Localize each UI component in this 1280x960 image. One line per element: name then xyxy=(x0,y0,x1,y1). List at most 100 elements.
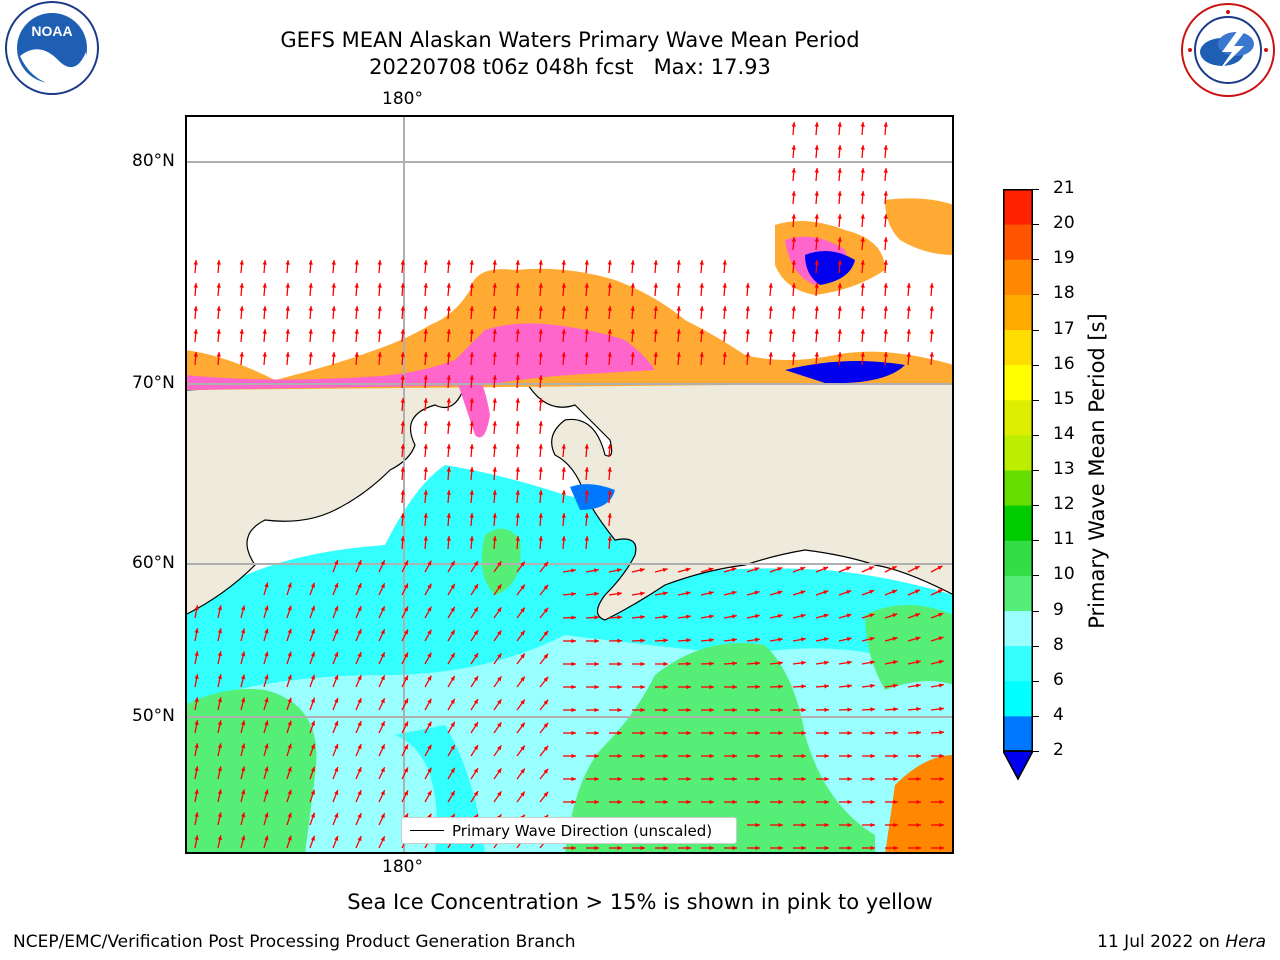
wave-arrow-head xyxy=(446,283,451,288)
wave-arrow-head xyxy=(939,753,944,759)
wave-arrow-head xyxy=(262,329,267,334)
wave-arrow-head xyxy=(446,490,451,495)
wave-arrow-head xyxy=(427,744,432,750)
wave-arrow-head xyxy=(264,697,269,703)
wave-arrow-head xyxy=(883,214,888,219)
wave-arrow-head xyxy=(380,767,385,773)
wave-arrow-head xyxy=(427,675,432,681)
wave-arrow-head xyxy=(331,329,336,334)
colorbar-tick-mark xyxy=(1033,189,1039,190)
wave-arrow-head xyxy=(778,637,783,642)
wave-arrow-head xyxy=(571,638,576,644)
wave-arrow-head xyxy=(492,490,497,495)
title-line-1: GEFS MEAN Alaskan Waters Primary Wave Me… xyxy=(280,28,860,52)
wave-arrow-head xyxy=(473,745,479,751)
blue-norton-sound xyxy=(570,484,615,510)
wave-arrow-head xyxy=(777,590,783,595)
wave-arrow-head xyxy=(423,536,428,541)
wave-arrow-head xyxy=(216,283,221,288)
wave-arrow-head xyxy=(285,260,290,265)
wave-arrow-head xyxy=(708,567,714,572)
wave-arrow-head xyxy=(699,283,704,288)
colorbar-tick-label: 12 xyxy=(1053,494,1075,515)
wave-arrow-head xyxy=(334,835,339,841)
wave-arrow-head xyxy=(334,789,339,795)
wave-arrow-head xyxy=(403,698,408,704)
wave-arrow-head xyxy=(400,536,405,541)
wave-arrow-head xyxy=(469,444,474,449)
wave-arrow-head xyxy=(469,306,474,311)
wave-arrow-head xyxy=(929,329,934,334)
wave-arrow-head xyxy=(264,835,269,841)
wave-arrow-head xyxy=(520,768,525,774)
wave-arrow-head xyxy=(892,660,898,665)
wave-arrow-head xyxy=(607,513,612,518)
wave-arrow-head xyxy=(617,753,622,759)
wave-arrow-head xyxy=(837,260,842,265)
wave-arrow-head xyxy=(538,467,543,472)
wave-arrow-head xyxy=(732,799,737,805)
colorbar xyxy=(1003,189,1033,781)
wave-arrow-head xyxy=(543,791,549,797)
wave-arrow-head xyxy=(310,651,315,657)
colorbar-segment xyxy=(1003,505,1033,541)
colorbar-tick-label: 8 xyxy=(1053,634,1064,655)
wave-arrow-head xyxy=(686,638,691,643)
wave-arrow-head xyxy=(520,561,525,567)
wave-arrow-head xyxy=(473,722,479,728)
wave-arrow-head xyxy=(663,799,668,805)
wave-arrow-head xyxy=(357,721,362,727)
wave-arrow-head xyxy=(584,467,589,472)
lat-label-60: 60°N xyxy=(132,553,175,573)
colorbar-tick-mark xyxy=(1033,505,1039,507)
wave-arrow-head xyxy=(791,237,796,242)
wave-arrow-head xyxy=(594,753,599,759)
wave-arrow-head xyxy=(446,398,451,403)
wave-arrow-head xyxy=(194,789,199,795)
wave-arrow-head xyxy=(653,283,658,288)
wave-arrow-head xyxy=(239,329,244,334)
colorbar-tick-label: 13 xyxy=(1053,459,1075,479)
wave-arrow-head xyxy=(686,776,691,782)
wave-arrow-head xyxy=(538,513,543,518)
wave-arrow-head xyxy=(814,145,819,150)
wave-arrow-head xyxy=(543,745,549,751)
wave-arrow-head xyxy=(194,835,199,841)
wave-arrow-head xyxy=(594,799,599,805)
wave-arrow-head xyxy=(287,605,292,611)
wave-arrow-head xyxy=(262,306,267,311)
wave-arrow-head xyxy=(860,191,865,196)
wave-arrow-head xyxy=(801,799,806,805)
wave-arrow-head xyxy=(814,260,819,265)
wave-arrow-head xyxy=(870,845,875,851)
wave-arrow-head xyxy=(937,565,943,570)
wave-arrow-head xyxy=(473,653,479,659)
colorbar-tick-mark xyxy=(1033,329,1039,331)
wave-arrow-head xyxy=(847,822,852,828)
wave-arrow-head xyxy=(722,329,727,334)
wave-arrow-head xyxy=(310,835,315,841)
wave-arrow-head xyxy=(893,683,898,688)
wave-arrow-head xyxy=(515,536,520,541)
wave-arrow-head xyxy=(791,283,796,288)
wave-arrow-head xyxy=(427,629,432,635)
wave-arrow-head xyxy=(264,628,269,634)
wave-arrow-head xyxy=(423,421,428,426)
wave-arrow-head xyxy=(538,375,543,380)
wave-arrow-head xyxy=(824,684,829,689)
wave-arrow-head xyxy=(869,613,875,618)
wave-arrow-head xyxy=(824,730,829,736)
wave-arrow-head xyxy=(708,590,714,596)
wave-arrow-head xyxy=(287,628,292,634)
wave-arrow-head xyxy=(860,214,865,219)
wave-arrow-head xyxy=(800,613,806,619)
wave-arrow-head xyxy=(860,260,865,265)
wave-arrow-head xyxy=(915,659,921,665)
wave-arrow-head xyxy=(354,306,359,311)
wave-arrow-head xyxy=(543,653,549,659)
wave-arrow-head xyxy=(427,767,432,773)
wave-arrow-head xyxy=(377,306,382,311)
wave-arrow-head xyxy=(262,352,267,357)
wave-arrow-head xyxy=(194,674,199,680)
wave-arrow-head xyxy=(869,660,875,665)
